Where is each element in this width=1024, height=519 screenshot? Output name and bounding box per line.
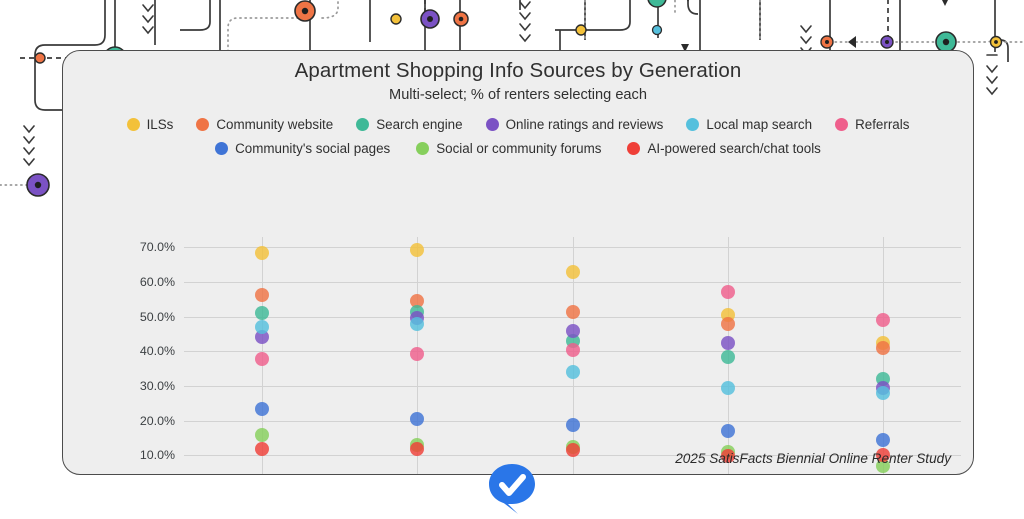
data-point[interactable] — [876, 447, 891, 462]
category-vertical-line — [883, 237, 885, 474]
data-point[interactable] — [410, 442, 425, 457]
plot-area: 70.0%60.0%50.0%40.0%30.0%20.0%10.0%0.0%G… — [140, 237, 961, 474]
data-point[interactable] — [720, 316, 735, 331]
data-point[interactable] — [254, 352, 269, 366]
y-axis-tick-label: 30.0% — [139, 379, 175, 394]
legend-label: Search engine — [376, 117, 463, 132]
chart-card: Apartment Shopping Info Sources by Gener… — [62, 50, 974, 475]
data-point[interactable] — [410, 347, 425, 362]
source-note: 2025 SatisFacts Biennial Online Renter S… — [675, 451, 951, 466]
data-point[interactable] — [254, 245, 269, 260]
legend-label: Community website — [216, 117, 334, 132]
data-point[interactable] — [876, 340, 891, 355]
legend-label: Social or community forums — [436, 141, 602, 156]
legend-item[interactable]: Referrals — [835, 117, 909, 132]
legend-label: Referrals — [855, 117, 910, 132]
y-axis-tick-label: 70.0% — [139, 240, 175, 255]
data-point[interactable] — [720, 380, 735, 395]
legend-swatch-icon — [196, 118, 210, 131]
legend-label: ILSs — [146, 117, 174, 132]
data-point[interactable] — [410, 316, 425, 331]
plot-wrapper: 70.0%60.0%50.0%40.0%30.0%20.0%10.0%0.0%G… — [63, 219, 973, 474]
legend-item[interactable]: Online ratings and reviews — [485, 117, 664, 132]
data-point[interactable] — [410, 411, 425, 426]
data-point[interactable] — [410, 242, 425, 257]
data-point[interactable] — [254, 428, 269, 443]
legend-item[interactable]: Local map search — [686, 117, 812, 132]
legend-swatch-icon — [686, 118, 700, 131]
legend-label: AI-powered search/chat tools — [647, 141, 821, 156]
legend-item[interactable]: AI-powered search/chat tools — [627, 141, 821, 156]
data-point[interactable] — [720, 449, 735, 464]
data-point[interactable] — [565, 264, 580, 279]
y-axis-tick-label: 10.0% — [139, 448, 175, 463]
data-point[interactable] — [720, 349, 735, 364]
legend-item[interactable]: Community website — [196, 117, 333, 132]
y-axis-tick-label: 20.0% — [139, 413, 175, 428]
data-point[interactable] — [254, 442, 269, 457]
legend-item[interactable]: Community's social pages — [215, 141, 390, 156]
legend-swatch-icon — [356, 118, 370, 131]
legend-swatch-icon — [627, 142, 641, 155]
data-point[interactable] — [565, 365, 580, 380]
data-point[interactable] — [565, 323, 580, 338]
data-point[interactable] — [876, 313, 891, 328]
blue-check-speech-bubble-icon — [489, 464, 535, 514]
legend-swatch-icon — [416, 142, 430, 155]
data-point[interactable] — [565, 304, 580, 319]
legend-item[interactable]: Search engine — [356, 117, 463, 132]
data-point[interactable] — [876, 458, 891, 473]
data-point[interactable] — [876, 385, 891, 400]
data-point[interactable] — [565, 443, 580, 458]
legend-label: Online ratings and reviews — [505, 117, 664, 132]
legend-swatch-icon — [485, 118, 499, 131]
legend-swatch-icon — [835, 118, 849, 131]
chart-legend-row-1: ILSs Community website Search engine Online… — [63, 117, 973, 132]
y-axis-tick-label: 60.0% — [139, 275, 175, 290]
legend-swatch-icon — [215, 142, 229, 155]
data-point[interactable] — [720, 285, 735, 300]
legend-item[interactable]: ILSs — [126, 117, 174, 132]
y-axis-tick-label: 40.0% — [139, 344, 175, 359]
data-point[interactable] — [565, 417, 580, 432]
chart-title: Apartment Shopping Info Sources by Gener… — [294, 59, 742, 82]
data-point[interactable] — [254, 401, 269, 416]
legend-label: Community's social pages — [235, 141, 391, 156]
data-point[interactable] — [720, 335, 735, 350]
data-point[interactable] — [254, 306, 269, 321]
chart-legend-row-2: Community's social pages Social or commun… — [63, 141, 973, 156]
data-point[interactable] — [720, 424, 735, 439]
legend-swatch-icon — [126, 118, 140, 131]
legend-item[interactable]: Social or community forums — [416, 141, 601, 156]
data-point[interactable] — [254, 287, 269, 302]
chart-subtitle: Multi-select; % of renters selecting eac… — [389, 87, 647, 103]
data-point[interactable] — [254, 320, 269, 335]
data-point[interactable] — [876, 433, 891, 448]
data-point[interactable] — [565, 342, 580, 357]
legend-label: Local map search — [706, 117, 813, 132]
y-axis-tick-label: 50.0% — [139, 309, 175, 324]
